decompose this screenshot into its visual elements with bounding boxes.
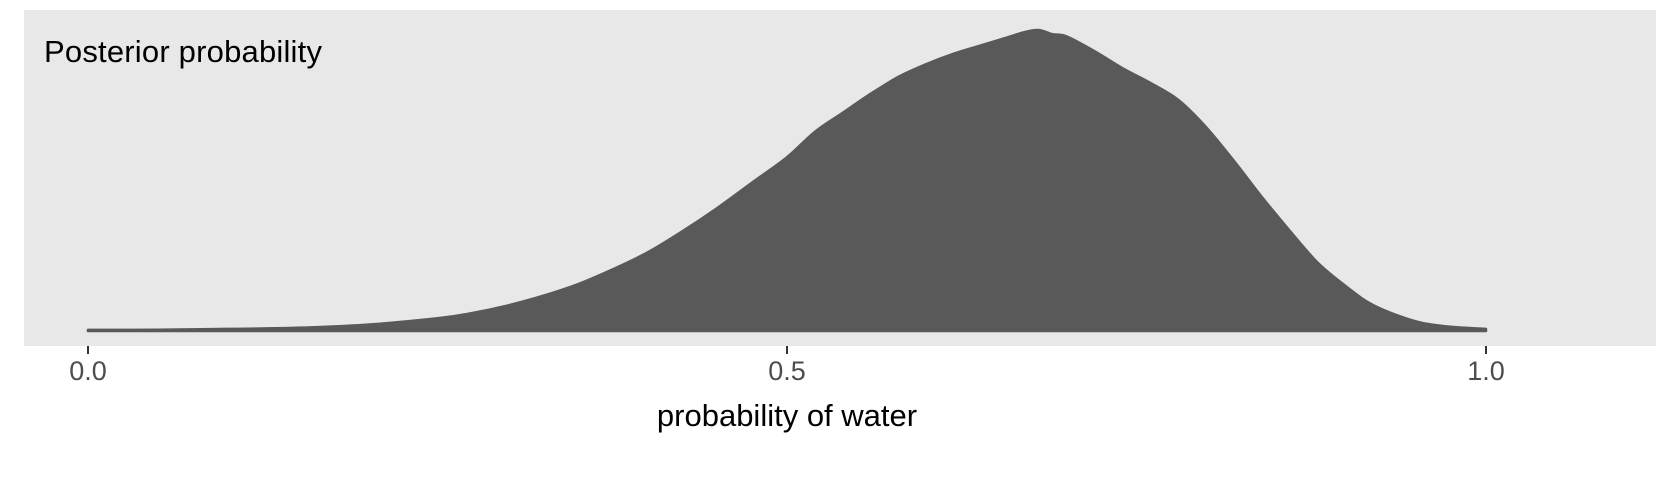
density-area [86,28,1488,333]
x-tick-label: 0.0 [69,356,107,386]
plot-annotation: Posterior probability [44,34,323,69]
x-axis-title: probability of water [656,398,918,433]
x-tick-label: 0.5 [768,356,806,386]
x-tick-label: 1.0 [1467,356,1505,386]
